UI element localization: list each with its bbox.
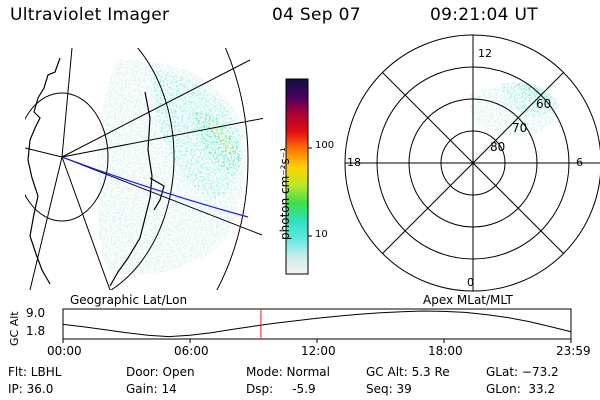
- right-panel-label: Apex MLat/MLT: [423, 293, 513, 307]
- info-gain: Gain: 14: [126, 382, 177, 396]
- info-gc-alt: GC Alt: 5.3 Re: [366, 365, 450, 379]
- altitude-chart: [62, 308, 572, 343]
- altitude-ytick-low: 1.8: [26, 324, 46, 338]
- info-ip: IP: 36.0: [8, 382, 54, 396]
- colorbar-tick-10: 10: [315, 229, 328, 240]
- mlt-label-12: 12: [478, 47, 492, 60]
- instrument-title: Ultraviolet Imager: [10, 5, 170, 25]
- altitude-series-line: [62, 310, 571, 338]
- image-time: 09:21:04 UT: [430, 5, 538, 25]
- mlat-label-60: 60: [536, 97, 552, 111]
- polar-plot: [344, 34, 600, 292]
- mlat-label-70: 70: [512, 121, 528, 135]
- altitude-y-label: GC Alt: [8, 311, 21, 346]
- mlat-label-80: 80: [490, 140, 506, 154]
- altitude-xtick-0600: 06:00: [174, 344, 209, 358]
- info-door: Door: Open: [126, 365, 195, 379]
- colorbar-label: photon cm⁻²s⁻¹: [278, 147, 292, 240]
- altitude-xtick-1800: 18:00: [428, 344, 463, 358]
- info-mode: Mode: Normal: [246, 365, 330, 379]
- altitude-xtick-0000: 00:00: [47, 344, 82, 358]
- image-date: 04 Sep 07: [272, 5, 361, 25]
- left-panel-label: Geographic Lat/Lon: [70, 293, 188, 307]
- info-dsp: Dsp: -5.9: [246, 382, 316, 396]
- info-glon: GLon: 33.2: [486, 382, 556, 396]
- mlt-label-18: 18: [347, 156, 361, 169]
- colorbar-tick-100: 100: [315, 140, 335, 151]
- aurora-image-polar: [470, 82, 559, 137]
- mlt-label-0: 0: [467, 276, 474, 289]
- colorbar: [285, 78, 312, 275]
- info-flight: Flt: LBHL: [8, 365, 62, 379]
- altitude-x-ticks: [62, 339, 572, 343]
- altitude-xtick-2359: 23:59: [556, 344, 591, 358]
- altitude-xtick-1200: 12:00: [301, 344, 336, 358]
- info-seq: Seq: 39: [366, 382, 412, 396]
- geographic-panel: [25, 48, 263, 290]
- info-glat: GLat: −73.2: [486, 365, 559, 379]
- mlt-label-6: 6: [576, 156, 583, 169]
- altitude-ytick-high: 9.0: [26, 306, 46, 320]
- aurora-image-left: [97, 59, 246, 275]
- colorbar-bar: [285, 78, 309, 275]
